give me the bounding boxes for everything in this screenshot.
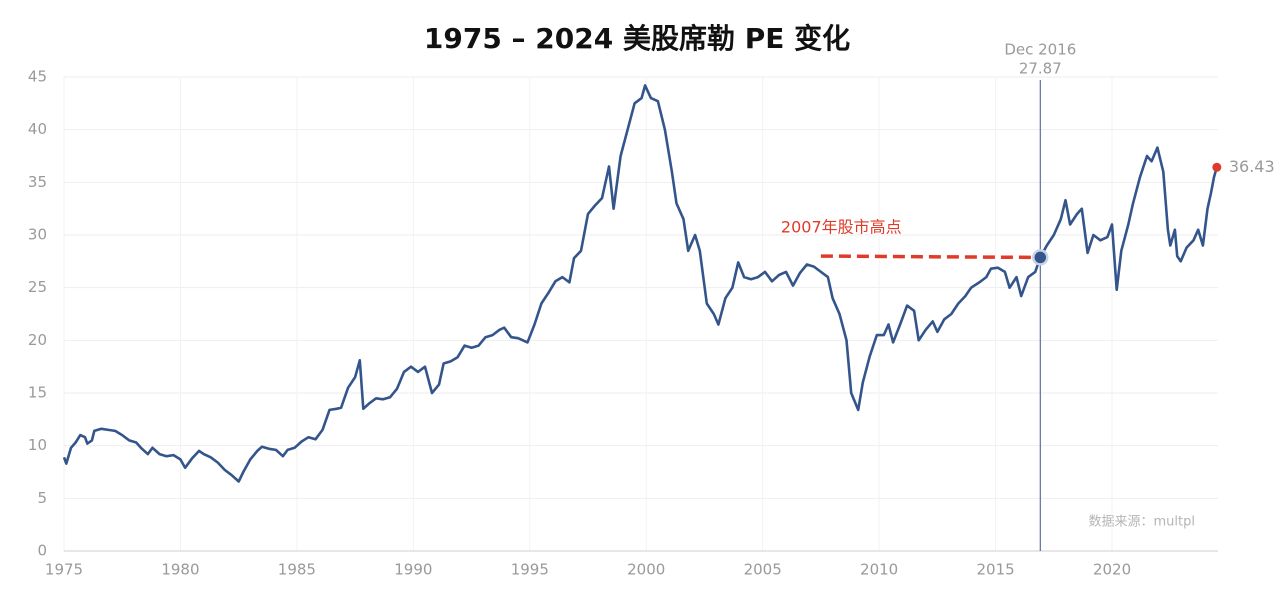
x-tick-label: 2005 (744, 561, 782, 579)
y-tick-label: 30 (28, 226, 47, 244)
y-tick-label: 0 (37, 542, 47, 560)
x-tick-label: 1990 (394, 561, 432, 579)
x-tick-label: 1985 (278, 561, 316, 579)
y-tick-label: 35 (28, 173, 47, 191)
y-tick-label: 45 (28, 68, 47, 86)
highlight-date: Dec 2016 (1004, 41, 1076, 59)
chart-title: 1975 – 2024 美股席勒 PE 变化 (424, 22, 850, 55)
x-tick-label: 2010 (860, 561, 898, 579)
x-tick-label: 1980 (161, 561, 199, 579)
x-tick-label: 1995 (511, 561, 549, 579)
y-tick-label: 20 (28, 331, 47, 349)
x-tick-label: 1975 (45, 561, 83, 579)
highlight-value: 27.87 (1019, 60, 1062, 78)
end-value-label: 36.43 (1229, 157, 1275, 176)
pe-line (62, 84, 1219, 483)
y-tick-label: 40 (28, 120, 47, 138)
y-tick-label: 5 (37, 489, 47, 507)
reference-dash (820, 254, 1041, 260)
end-point (1212, 162, 1222, 172)
source-note: 数据来源：multpl (1089, 515, 1195, 530)
y-tick-label: 25 (28, 278, 47, 296)
y-tick-label: 15 (28, 384, 47, 402)
y-tick-label: 10 (28, 436, 47, 454)
highlight-point (1032, 249, 1049, 266)
annotation-text: 2007年股市高点 (781, 218, 902, 237)
x-tick-label: 2015 (976, 561, 1014, 579)
x-tick-label: 2020 (1093, 561, 1131, 579)
x-tick-label: 2000 (627, 561, 665, 579)
